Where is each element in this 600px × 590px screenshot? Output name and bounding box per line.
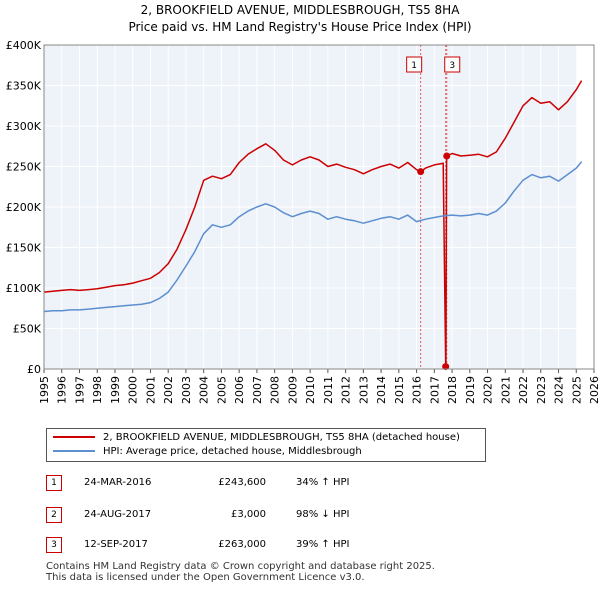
x-tick-label: 2015 (393, 376, 406, 404)
event-marker (442, 363, 450, 371)
transaction-number: 1 (46, 475, 62, 491)
y-tick-label: £0 (27, 363, 41, 376)
property-price-line (43, 80, 583, 368)
x-tick-label: 2009 (286, 376, 299, 404)
event-badge-label: 3 (449, 61, 455, 71)
x-tick-label: 1996 (56, 376, 69, 404)
x-tick-label: 2007 (251, 376, 264, 404)
x-tick-label: 2010 (304, 376, 317, 404)
x-tick-label: 2008 (269, 376, 282, 404)
transaction-price: £3,000 (231, 509, 266, 520)
x-tick-label: 2026 (588, 376, 600, 404)
x-tick-label: 2002 (162, 376, 175, 404)
x-tick-label: 2011 (322, 376, 335, 404)
x-tick-label: 2000 (127, 376, 140, 404)
x-tick-label: 2024 (553, 376, 566, 404)
footer: Contains HM Land Registry data © Crown c… (46, 561, 435, 583)
legend: 2, BROOKFIELD AVENUE, MIDDLESBROUGH, TS5… (46, 428, 486, 462)
transaction-date: 24-AUG-2017 (84, 509, 152, 520)
footer-copyright: Contains HM Land Registry data © Crown c… (46, 561, 435, 572)
x-tick-label: 2021 (499, 376, 512, 404)
x-tick-label: 2005 (215, 376, 228, 404)
transaction-date: 12-SEP-2017 (84, 539, 148, 550)
x-tick-label: 2014 (375, 376, 388, 404)
transaction-hpi: 98% ↓ HPI (296, 509, 350, 520)
x-tick-label: 2023 (535, 376, 548, 404)
event-badge (444, 56, 461, 73)
plot-frame (43, 44, 595, 370)
hpi-line (43, 161, 583, 313)
x-tick-label: 2003 (180, 376, 193, 404)
event-marker (443, 152, 451, 160)
legend-swatch-hpi (53, 450, 95, 452)
x-tick-label: 1995 (38, 376, 51, 404)
legend-item-property: 2, BROOKFIELD AVENUE, MIDDLESBROUGH, TS5… (53, 431, 460, 445)
y-tick-label: £100K (6, 282, 42, 295)
x-tick-label: 2016 (411, 376, 424, 404)
transaction-price: £263,000 (218, 539, 266, 550)
event-badge (406, 56, 423, 73)
transaction-hpi: 39% ↑ HPI (296, 539, 350, 550)
x-tick-label: 1997 (73, 376, 86, 404)
x-tick-label: 2013 (357, 376, 370, 404)
x-tick-label: 2004 (198, 376, 211, 404)
y-tick-label: £150K (6, 242, 42, 255)
x-tick-label: 2012 (340, 376, 353, 404)
x-tick-label: 2022 (517, 376, 530, 404)
transaction-date: 24-MAR-2016 (84, 477, 152, 488)
transaction-price: £243,600 (218, 477, 266, 488)
transaction-number: 3 (46, 537, 62, 553)
transaction-hpi: 34% ↑ HPI (296, 477, 350, 488)
legend-label-property: 2, BROOKFIELD AVENUE, MIDDLESBROUGH, TS5… (103, 432, 460, 443)
chart-title: 2, BROOKFIELD AVENUE, MIDDLESBROUGH, TS5… (141, 3, 461, 17)
legend-label-hpi: HPI: Average price, detached house, Midd… (103, 446, 362, 457)
transaction-number: 2 (46, 507, 62, 523)
x-tick-label: 1999 (109, 376, 122, 404)
y-tick-label: £400K (6, 39, 42, 52)
x-tick-label: 2019 (464, 376, 477, 404)
y-tick-label: £300K (6, 120, 42, 133)
y-tick-label: £350K (6, 80, 42, 93)
y-tick-label: £200K (6, 201, 42, 214)
y-tick-label: £250K (6, 161, 42, 174)
x-tick-label: 2025 (570, 376, 583, 404)
footer-licence: This data is licensed under the Open Gov… (46, 572, 365, 583)
y-tick-label: £50K (13, 323, 42, 336)
legend-item-hpi: HPI: Average price, detached house, Midd… (53, 445, 362, 459)
chart-subtitle: Price paid vs. HM Land Registry's House … (128, 20, 471, 34)
chart-svg: 2, BROOKFIELD AVENUE, MIDDLESBROUGH, TS5… (6, 3, 600, 404)
x-tick-label: 2018 (446, 376, 459, 404)
legend-swatch-property (53, 436, 95, 438)
event-marker (417, 168, 425, 176)
x-tick-label: 2006 (233, 376, 246, 404)
x-tick-label: 1998 (91, 376, 104, 404)
x-tick-label: 2001 (144, 376, 157, 404)
x-tick-label: 2020 (482, 376, 495, 404)
x-tick-label: 2017 (428, 376, 441, 404)
event-badge-label: 1 (411, 61, 417, 71)
